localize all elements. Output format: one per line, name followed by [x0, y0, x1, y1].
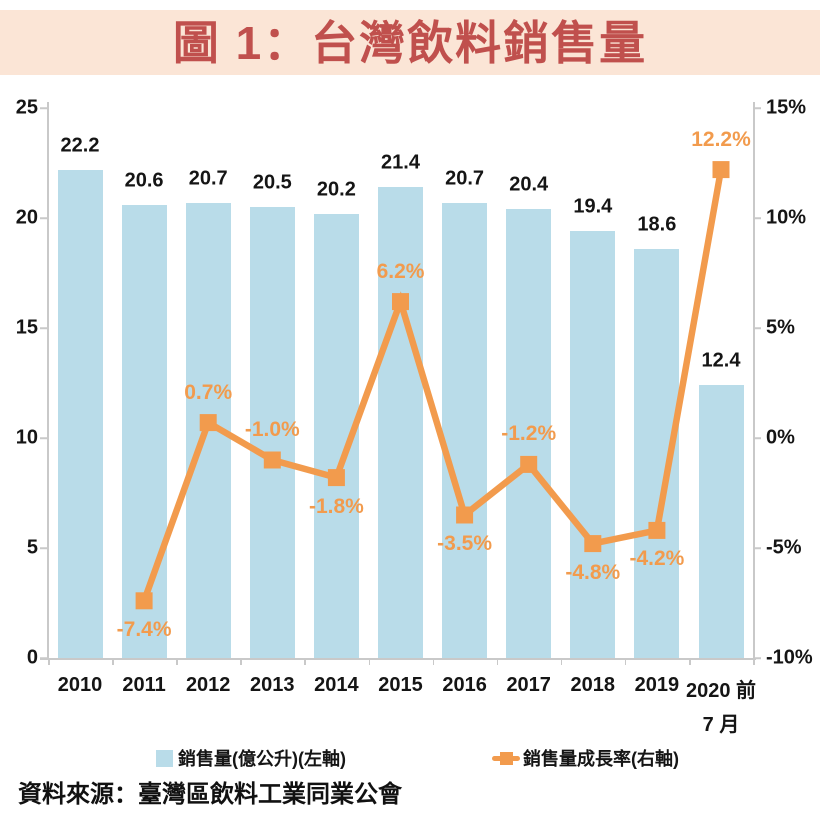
x-axis-label-2011: 2011 [122, 674, 166, 696]
growth-value-label-2015: 6.2% [376, 259, 425, 283]
growth-value-label-2020 前: 12.2% [691, 127, 751, 151]
growth-value-label-2012: 0.7% [184, 380, 233, 404]
bar-value-label-2019: 18.6 [637, 213, 677, 236]
x-axis-label-2018: 2018 [570, 674, 616, 696]
legend-item-growth-rate: 銷售量成長率(右軸) [492, 744, 679, 772]
x-axis-label-second-line: 7 月 [702, 714, 740, 736]
x-axis-label-2015: 2015 [378, 674, 423, 696]
growth-value-label-2011: -7.4% [116, 617, 172, 641]
left-axis-tick [40, 327, 48, 329]
x-axis-label-2019: 2019 [634, 674, 680, 696]
legend-item-sales-volume: 銷售量(億公升)(左軸) [156, 744, 346, 772]
right-axis-tick-label: 5% [766, 316, 795, 339]
right-axis-tick [753, 107, 761, 109]
x-axis-tick [689, 658, 691, 665]
x-axis-tick [112, 658, 114, 665]
x-axis-tick [432, 658, 435, 665]
bar-value-label-2010: 22.2 [60, 134, 100, 157]
bar-2016 [442, 202, 488, 658]
growth-value-label-2017: -1.2% [501, 422, 557, 446]
bar-series-swatch-icon [156, 749, 173, 767]
right-axis-tick [753, 217, 761, 219]
chart-title: 圖 1：台灣飲料銷售量 [172, 17, 648, 69]
bar-2010 [57, 169, 103, 658]
right-axis-tick-label: -10% [766, 646, 813, 669]
bar-2020 前 [698, 385, 744, 658]
bar-value-label-2014: 20.2 [316, 178, 356, 201]
right-axis-tick [753, 547, 761, 549]
bar-value-label-2016: 20.7 [445, 167, 485, 190]
bar-value-label-2015: 21.4 [381, 151, 420, 174]
x-axis-label-2013: 2013 [250, 674, 295, 696]
growth-marker-2020 前 [712, 161, 730, 179]
right-axis-tick-label: 15% [766, 96, 807, 119]
legend-label-sales-volume: 銷售量(億公升)(左軸) [178, 749, 346, 769]
left-axis-tick-label: 15 [15, 316, 38, 339]
x-axis-tick [560, 658, 563, 665]
x-axis-tick [48, 658, 50, 665]
left-axis-tick [40, 107, 48, 109]
x-axis-label-2012: 2012 [185, 674, 231, 696]
x-axis-label-2020 前: 2020 前 [685, 680, 757, 702]
x-axis-tick [240, 658, 242, 665]
x-axis-tick [753, 658, 755, 665]
bar-2012 [185, 202, 231, 658]
left-axis-tick [40, 217, 48, 219]
right-axis-tick-label: -5% [766, 536, 802, 559]
growth-value-label-2016: -3.5% [437, 532, 493, 555]
left-axis-tick-label: 10 [15, 426, 38, 449]
bar-value-label-2020 前: 12.4 [701, 349, 741, 372]
x-axis-tick [368, 658, 370, 665]
title-banner: 圖 1：台灣飲料銷售量 [0, 10, 820, 75]
bar-2019 [634, 248, 680, 658]
left-axis-tick-label: 25 [15, 96, 38, 119]
x-axis-tick [176, 658, 178, 665]
left-axis-tick-label: 5 [26, 536, 38, 559]
x-axis-label-2017: 2017 [506, 674, 551, 696]
left-axis-tick [40, 547, 48, 549]
growth-value-label-2019: -4.2% [629, 547, 685, 571]
bar-2011 [121, 204, 167, 658]
x-axis-label-2016: 2016 [442, 674, 487, 696]
right-axis-tick-label: 10% [766, 206, 807, 229]
x-axis-tick [304, 658, 306, 665]
left-axis-line [47, 102, 49, 659]
x-axis-label-2014: 2014 [314, 674, 359, 696]
bar-value-label-2012: 20.7 [188, 167, 228, 190]
left-axis-tick [40, 437, 48, 439]
x-axis-line [40, 658, 756, 660]
right-axis-tick [753, 657, 761, 659]
left-axis-tick-label: 20 [15, 206, 38, 229]
bar-2015 [378, 187, 423, 658]
bar-value-label-2011: 20.6 [124, 169, 164, 192]
legend-label-growth-rate: 銷售量成長率(右軸) [523, 749, 679, 769]
bar-value-label-2013: 20.5 [252, 171, 292, 194]
growth-value-label-2018: -4.8% [565, 560, 621, 584]
right-axis-tick [753, 327, 761, 329]
right-axis-line [753, 102, 755, 659]
right-axis-tick [753, 437, 761, 439]
bar-value-label-2017: 20.4 [509, 173, 549, 196]
left-axis-tick [40, 657, 48, 659]
bar-2014 [313, 213, 359, 658]
bar-value-label-2018: 19.4 [573, 195, 613, 218]
line-series-marker-icon [492, 750, 520, 767]
growth-value-label-2014: -1.8% [308, 494, 364, 518]
growth-value-label-2013: -1.0% [244, 418, 300, 441]
source-note: 資料來源：臺灣區飲料工業同業公會 [18, 781, 402, 808]
left-axis-tick-label: 0 [26, 646, 38, 669]
bar-2018 [570, 231, 616, 658]
x-axis-tick [496, 658, 499, 665]
legend: 銷售量(億公升)(左軸) 銷售量成長率(右軸) [0, 744, 820, 774]
right-axis-tick-label: 0% [766, 426, 795, 449]
x-axis-label-2010: 2010 [57, 674, 103, 696]
x-axis-tick [624, 658, 627, 665]
